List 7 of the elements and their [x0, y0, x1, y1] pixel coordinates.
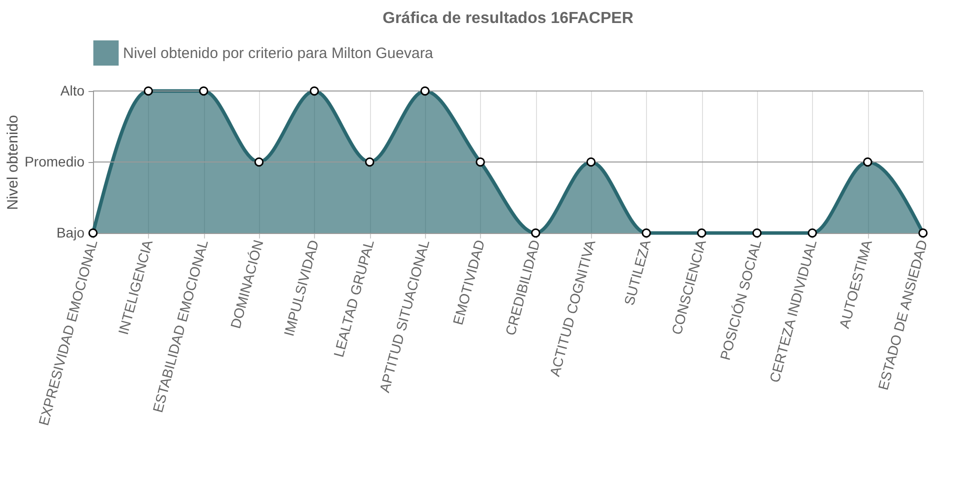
y-axis-title: Nivel obtenido: [4, 114, 22, 210]
legend-label: Nivel obtenido por criterio para Milton Guevara: [123, 45, 434, 62]
text: Bajo: [56, 224, 85, 240]
chart-title: Gráfica de resultados 16FACPER: [382, 10, 634, 27]
text: Alto: [60, 82, 85, 98]
text: Promedio: [24, 154, 85, 170]
x-tick-label: LEALTAD GRUPAL: [330, 238, 377, 359]
